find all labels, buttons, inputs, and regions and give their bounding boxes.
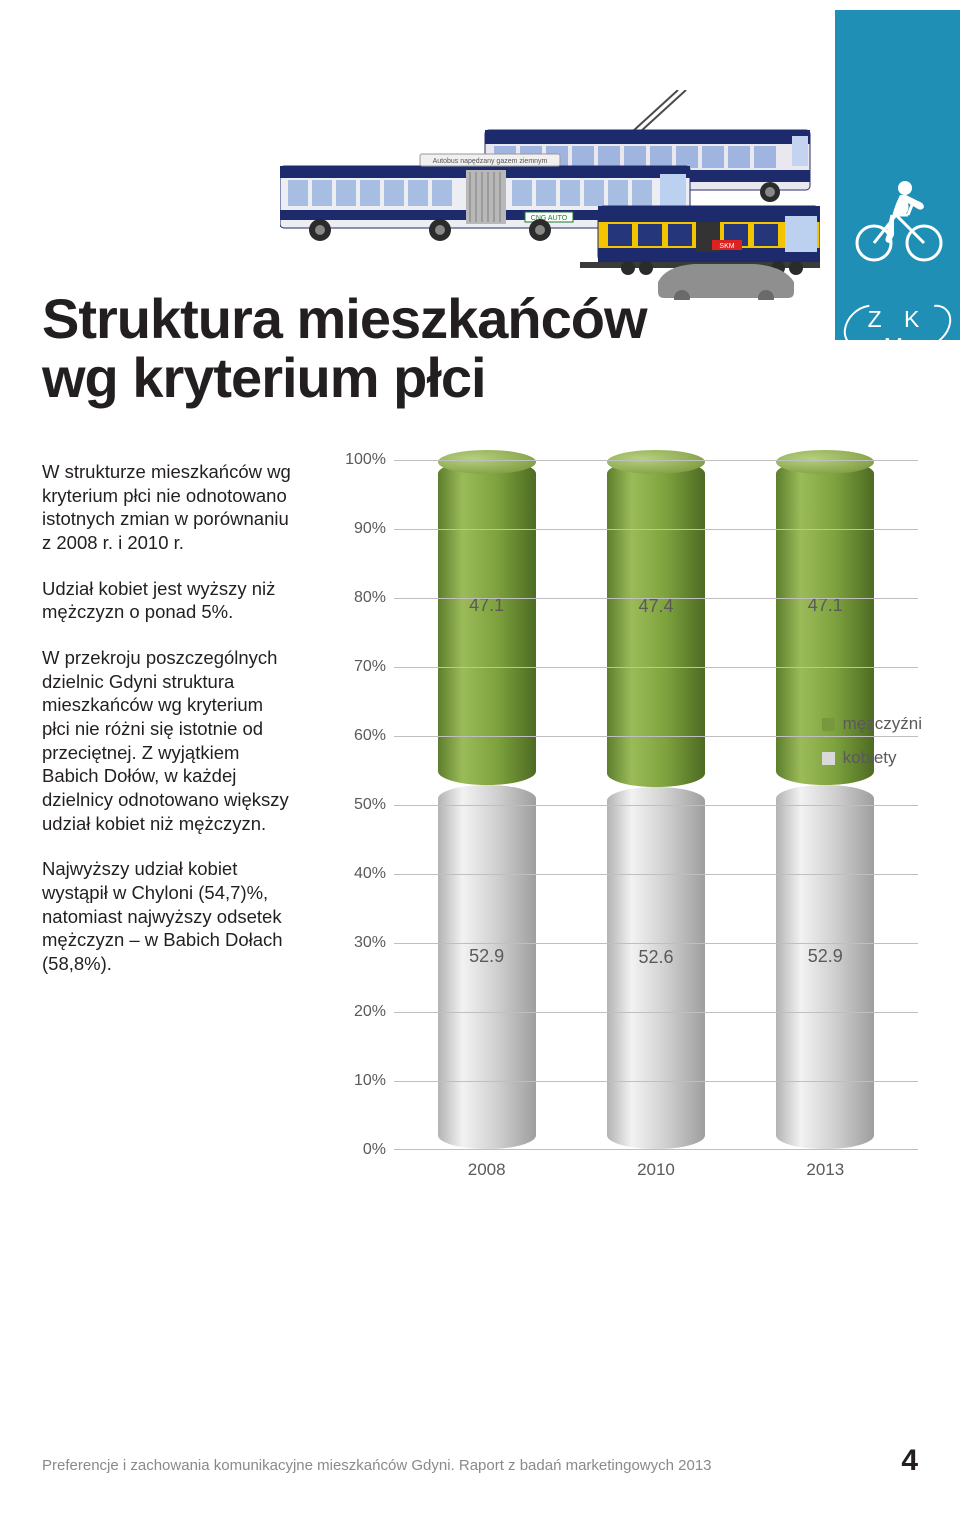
gridline: [394, 943, 918, 944]
gridline: [394, 598, 918, 599]
zkm-logo: Z K M: [849, 306, 946, 348]
paragraph-2: Udział kobiet jest wyższy niż mężczyzn o…: [42, 577, 294, 624]
gridline: [394, 667, 918, 668]
chart-x-axis: 2008 2010 2013: [328, 1150, 918, 1180]
gridline: [394, 1081, 918, 1082]
title-line-1: Struktura mieszkańców: [42, 287, 647, 350]
x-tick-label: 2008: [438, 1160, 536, 1180]
svg-text:SKM: SKM: [719, 243, 734, 250]
chart-legend: mężczyźni kobiety: [822, 714, 922, 782]
paragraph-4: Najwyższy udział kobiet wystąpił w Chylo…: [42, 857, 294, 975]
bar-value-bottom: 52.9: [776, 946, 874, 967]
legend-label-men: mężczyźni: [843, 714, 922, 734]
y-tick-label: 10%: [354, 1072, 386, 1090]
bar-value-bottom: 52.9: [438, 946, 536, 967]
y-tick-label: 20%: [354, 1003, 386, 1021]
y-tick-label: 100%: [345, 451, 386, 469]
title-line-2: wg kryterium płci: [42, 346, 486, 409]
chart-plot-area: 47.152.947.452.647.152.9: [394, 460, 918, 1150]
legend-item-men: mężczyźni: [822, 714, 922, 734]
y-tick-label: 40%: [354, 865, 386, 883]
gridline: [394, 805, 918, 806]
content-row: W strukturze mieszkańców wg kryterium pł…: [42, 460, 918, 1180]
gridline: [394, 874, 918, 875]
legend-swatch-women: [822, 752, 835, 765]
page-footer: Preferencje i zachowania komunikacyjne m…: [42, 1444, 918, 1478]
y-tick-label: 80%: [354, 589, 386, 607]
brand-sidebar: Z K M: [835, 10, 960, 340]
chart-column: 0%10%20%30%40%50%60%70%80%90%100% 47.152…: [328, 460, 918, 1180]
legend-swatch-men: [822, 718, 835, 731]
y-tick-label: 60%: [354, 727, 386, 745]
y-tick-label: 0%: [363, 1141, 386, 1159]
y-tick-label: 30%: [354, 934, 386, 952]
x-tick-label: 2010: [607, 1160, 705, 1180]
header-area: Z K M: [0, 0, 960, 280]
vehicles-illustration: Autobus napędzany gazem ziemnym CNG AUTO…: [280, 90, 820, 290]
paragraph-1: W strukturze mieszkańców wg kryterium pł…: [42, 460, 294, 555]
page-number: 4: [901, 1444, 918, 1478]
y-tick-label: 70%: [354, 658, 386, 676]
body-text-column: W strukturze mieszkańców wg kryterium pł…: [42, 460, 294, 1180]
gender-structure-chart: 0%10%20%30%40%50%60%70%80%90%100% 47.152…: [328, 460, 918, 1150]
y-tick-label: 90%: [354, 520, 386, 538]
svg-text:Autobus napędzany gazem ziemny: Autobus napędzany gazem ziemnym: [433, 158, 548, 165]
gridline: [394, 1012, 918, 1013]
bar-value-bottom: 52.6: [607, 947, 705, 968]
gridline: [394, 460, 918, 461]
legend-label-women: kobiety: [843, 748, 897, 768]
cyclist-icon: [848, 165, 948, 265]
paragraph-3: W przekroju poszczególnych dzielnic Gdyn…: [42, 646, 294, 835]
chart-y-axis: 0%10%20%30%40%50%60%70%80%90%100%: [328, 460, 394, 1150]
page-title: Struktura mieszkańców wg kryterium płci: [42, 290, 682, 408]
legend-item-women: kobiety: [822, 748, 922, 768]
y-tick-label: 50%: [354, 796, 386, 814]
footer-text: Preferencje i zachowania komunikacyjne m…: [42, 1457, 712, 1474]
x-tick-label: 2013: [776, 1160, 874, 1180]
gridline: [394, 529, 918, 530]
